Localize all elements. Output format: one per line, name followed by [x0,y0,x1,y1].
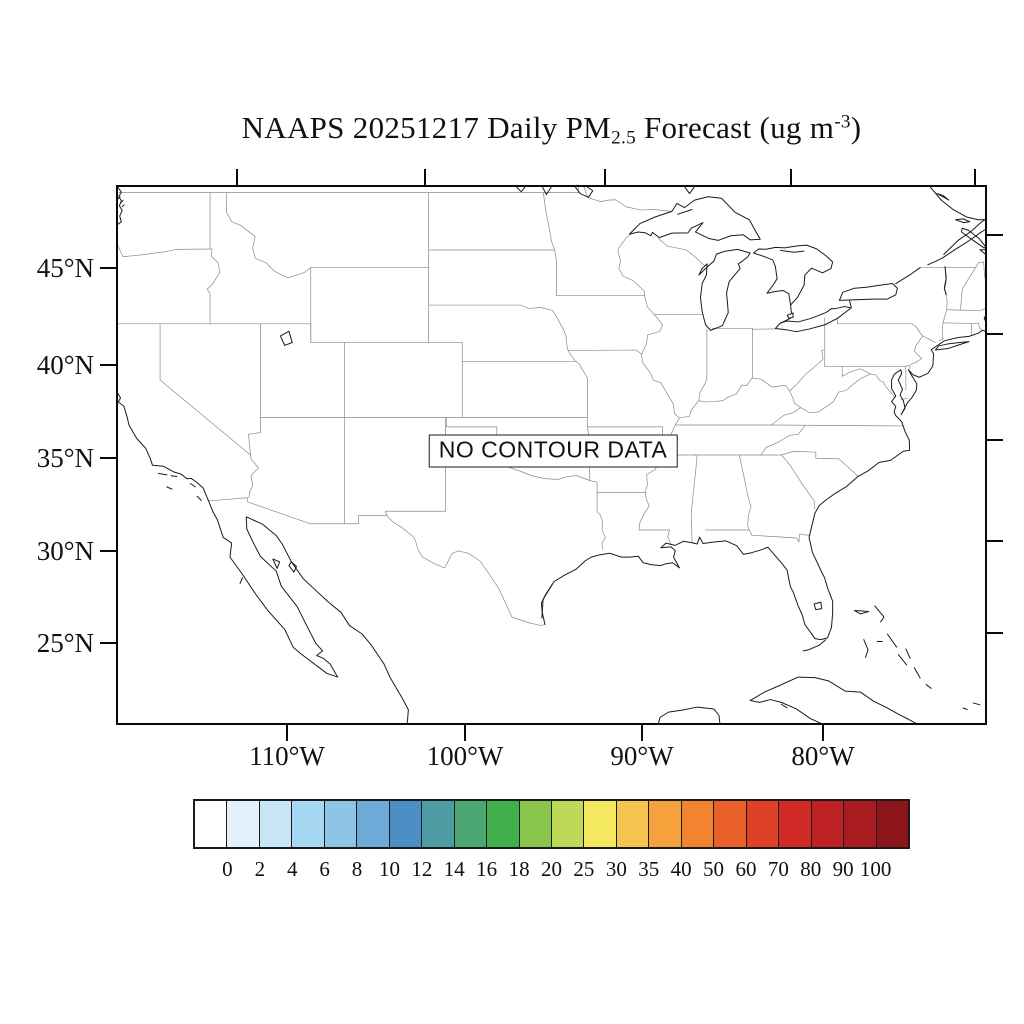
colorbar-tick-label: 6 [319,857,330,881]
colorbar-tick-label: 70 [767,857,789,881]
colorbar-tick-label: 0 [222,857,233,881]
colorbar-tick-label: 25 [573,857,595,881]
colorbar [193,799,910,849]
colorbar-cell [616,801,650,847]
colorbar-tick-label: 40 [670,857,692,881]
lat-tick-label: 45°N [36,253,94,283]
title-subscript: 2.5 [611,127,636,149]
lat-tick-left [100,364,118,366]
coastlines [118,187,985,723]
colorbar-tick-label: 90 [832,857,854,881]
colorbar-tick-label: 8 [351,857,363,881]
lat-tick-right [985,333,1003,335]
lat-tick-right [985,540,1003,542]
colorbar-cell [779,801,812,847]
colorbar-cell [422,801,455,847]
colorbar-cell [714,801,747,847]
colorbar-cell [227,801,260,847]
colorbar-cell [519,801,552,847]
colorbar-cell [746,801,780,847]
colorbar-tick-label: 16 [476,857,498,881]
colorbar-tick-label: 20 [541,857,562,881]
lat-tick-right [985,439,1003,441]
lon-tick-top [790,169,792,187]
colorbar-tick-label: 12 [411,857,433,881]
colorbar-tick-label: 4 [286,857,298,881]
colorbar-cell [292,801,325,847]
lon-tick-bottom [464,723,466,741]
colorbar-cell [487,801,520,847]
colorbar-tick-label: 80 [800,857,822,881]
colorbar-tick-label: 50 [703,857,725,881]
colorbar-tick-label: 35 [638,857,660,881]
lon-tick-label: 80°W [791,741,855,771]
title-middle: Forecast (ug m [635,110,835,145]
lon-tick-label: 110°W [249,741,325,771]
lat-tick-left [100,642,118,644]
lon-tick-top [424,169,426,187]
colorbar-tick-label: 18 [508,857,530,881]
lat-tick-left [100,550,118,552]
lon-tick-label: 100°W [426,741,504,771]
lat-tick-label: 30°N [36,536,94,566]
colorbar-cell [844,801,877,847]
lon-tick-bottom [822,723,824,741]
colorbar-tick-label: 14 [443,857,465,881]
no-contour-data-label: NO CONTOUR DATA [428,434,678,468]
lon-tick-bottom [286,723,288,741]
lon-tick-bottom [641,723,643,741]
colorbar-cell [584,801,617,847]
title-suffix: ) [850,110,862,145]
colorbar-cell [551,801,585,847]
lat-tick-left [100,457,118,459]
lat-tick-label: 40°N [36,350,94,380]
lat-tick-right [985,632,1003,634]
lat-tick-label: 35°N [36,443,94,473]
lat-tick-right [985,234,1003,236]
lon-tick-top [604,169,606,187]
colorbar-cell [454,801,488,847]
colorbar-tick-label: 10 [378,857,400,881]
lat-tick-left [100,267,118,269]
colorbar-tick-label: 30 [605,857,627,881]
colorbar-cell [357,801,390,847]
title-prefix: NAAPS 20251217 Daily PM [241,110,612,145]
colorbar-cell [681,801,715,847]
plot-title: NAAPS 20251217 Daily PM2.5 Forecast (ug … [118,110,985,149]
colorbar-cell [811,801,845,847]
colorbar-tick-label: 60 [735,857,757,881]
title-superscript: -3 [834,111,851,133]
lat-tick-label: 25°N [36,628,94,658]
lon-tick-top [974,169,976,187]
colorbar-cell [195,801,228,847]
colorbar-cell [259,801,293,847]
colorbar-cell [649,801,682,847]
colorbar-tick-label: 2 [254,857,266,881]
state-borders [118,187,985,626]
lon-tick-top [236,169,238,187]
colorbar-cell [876,801,908,847]
colorbar-tick-label: 100 [859,857,892,881]
lon-tick-label: 90°W [610,741,674,771]
colorbar-cell [389,801,423,847]
colorbar-cell [324,801,358,847]
